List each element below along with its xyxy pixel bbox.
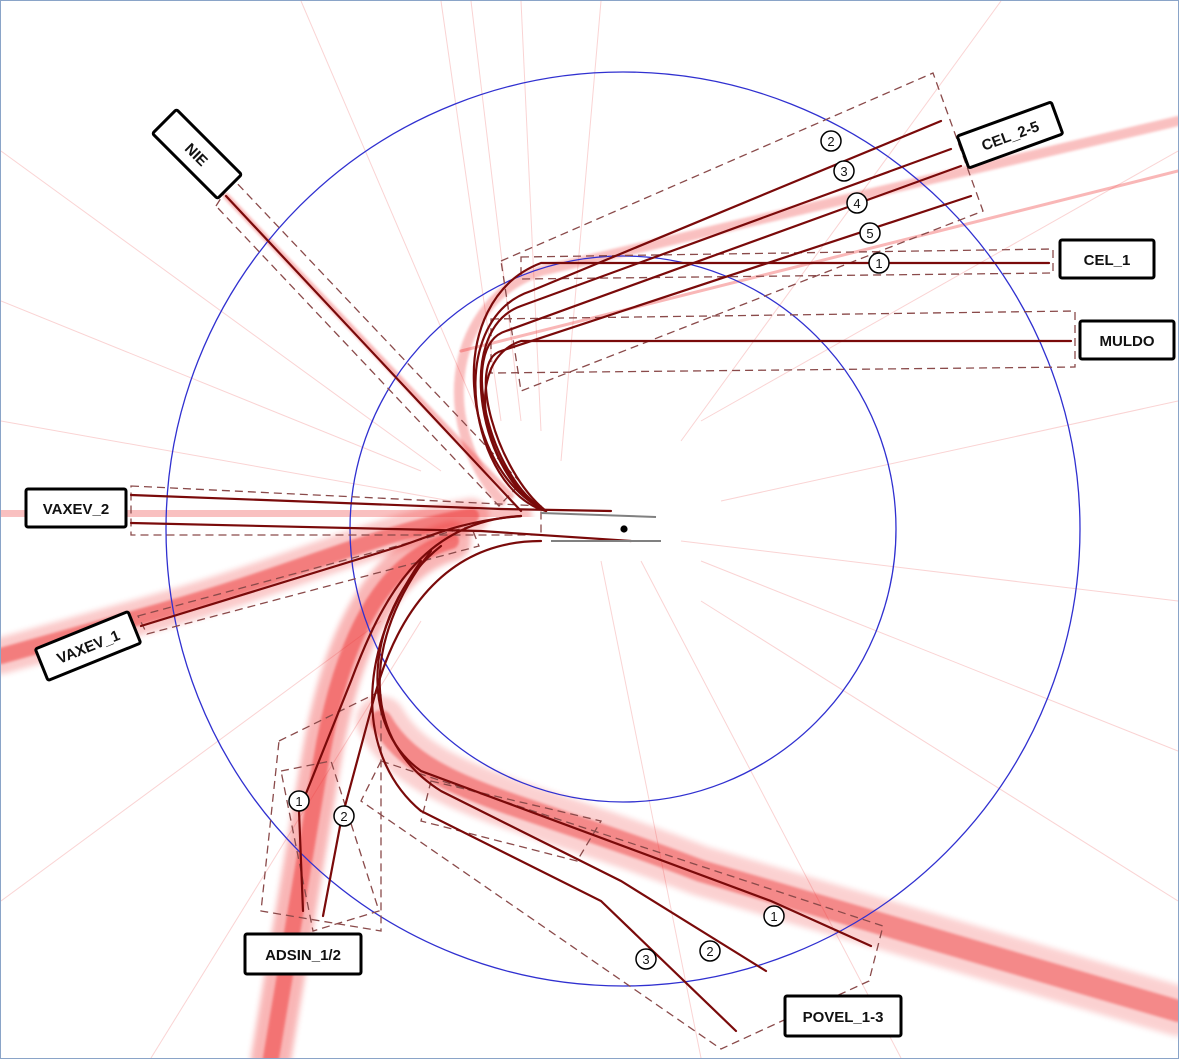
nominal-routes [129,119,1073,1033]
route-vaxev-2 [129,493,613,513]
marker-text: 2 [827,134,834,149]
route-cel-4 [480,164,963,513]
marker-adsin-1: 1 [288,790,310,812]
fix-label-text: MULDO [1100,333,1155,350]
marker-cel-5: 5 [859,222,881,244]
marker-cel-2: 2 [820,130,842,152]
airport-point [620,525,628,533]
fix-label-muldo: MULDO [1078,319,1176,361]
marker-text: 1 [770,909,777,924]
marker-povel-1: 1 [763,905,785,927]
fix-labels: NIE CEL_2-5 CEL_1 MULDO VAXEV_2 VAXEV_1 … [24,100,1176,1038]
fix-label-text: CEL_1 [1084,252,1131,269]
marker-text: 4 [853,196,860,211]
route-muldo [484,339,1073,513]
marker-text: 2 [706,944,713,959]
fix-label-cel-1: CEL_1 [1058,238,1156,280]
fix-label-text: VAXEV_2 [43,501,109,518]
marker-povel-3: 3 [635,948,657,970]
route-number-markers: 2 3 4 5 1 1 2 1 [288,130,890,970]
fix-label-nie: NIE [151,108,243,200]
fix-label-vaxev-2: VAXEV_2 [24,487,128,529]
marker-cel-4: 4 [846,192,868,214]
fix-label-text: ADSIN_1/2 [265,947,341,964]
runways [540,512,661,542]
route-nie [224,194,523,513]
runway-north [540,512,657,518]
route-povel-3 [371,559,738,1033]
marker-text: 1 [875,256,882,271]
route-cel-5 [484,194,973,513]
marker-adsin-2: 2 [333,805,355,827]
marker-text: 2 [340,809,347,824]
range-ring-outer [165,71,1081,987]
marker-text: 1 [295,794,302,809]
marker-cel-3: 3 [833,160,855,182]
marker-text: 3 [642,952,649,967]
marker-povel-2: 2 [699,940,721,962]
route-cel-1 [472,261,1051,513]
route-povel-2 [378,549,768,973]
fix-label-text: POVEL_1-3 [803,1009,884,1026]
trajectory-bundles [1,116,1178,1058]
fix-label-adsin-1-2: ADSIN_1/2 [243,932,363,976]
marker-text: 5 [866,226,873,241]
route-vaxev-2b [129,521,633,543]
route-adsin-1 [297,514,523,913]
marker-cel-1: 1 [868,252,890,274]
route-cel-3 [479,147,953,513]
fix-label-povel-1-3: POVEL_1-3 [783,994,903,1038]
marker-text: 3 [840,164,847,179]
